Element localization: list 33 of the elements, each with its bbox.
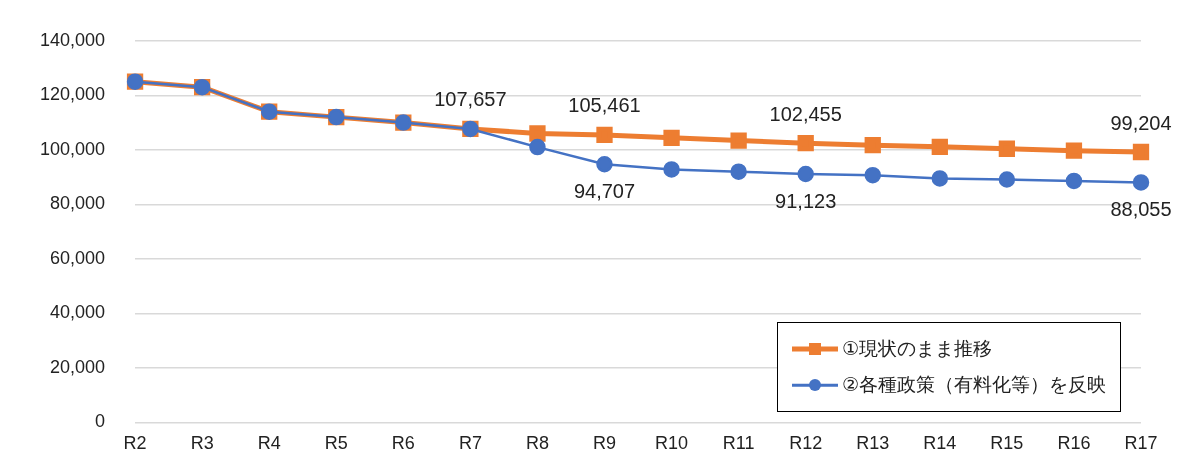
x-tick-label: R11	[722, 433, 755, 454]
data-label: 91,123	[775, 189, 837, 212]
x-tick-label: R5	[324, 433, 348, 454]
x-tick-label: R8	[525, 433, 549, 454]
x-tick-label: R16	[1057, 433, 1091, 454]
y-tick-label: 80,000	[50, 193, 106, 214]
x-tick-label: R13	[856, 433, 890, 454]
x-tick-label: R7	[458, 433, 482, 454]
y-tick-label: 20,000	[50, 356, 106, 377]
x-tick-label: R10	[655, 433, 689, 454]
x-tick-label: R9	[592, 433, 617, 454]
x-tick-label: R14	[923, 433, 957, 454]
x-tick-label: R2	[123, 433, 147, 454]
y-tick-label: 120,000	[39, 84, 106, 105]
data-label: 105,461	[568, 94, 641, 117]
x-tick-label: R12	[789, 433, 823, 454]
x-tick-label: R17	[1124, 433, 1158, 454]
data-label: 102,455	[769, 102, 842, 125]
y-tick-label: 60,000	[50, 247, 106, 268]
data-label: 88,055	[1110, 197, 1172, 220]
y-tick-label: 0	[95, 411, 106, 432]
x-tick-label: R3	[190, 433, 214, 454]
y-tick-label: 40,000	[50, 302, 106, 323]
y-tick-label: 100,000	[39, 138, 106, 159]
x-tick-label: R6	[391, 433, 415, 454]
data-label: 99,204	[1110, 111, 1172, 134]
legend-label: ①現状のまま推移	[841, 337, 992, 362]
x-tick-label: R15	[990, 433, 1024, 454]
data-label: 107,657	[434, 88, 507, 111]
x-tick-label: R4	[257, 433, 281, 454]
y-tick-label: 140,000	[39, 29, 106, 50]
legend-label: ②各種政策（有料化等）を反映	[841, 373, 1106, 398]
data-label: 94,707	[573, 179, 636, 202]
